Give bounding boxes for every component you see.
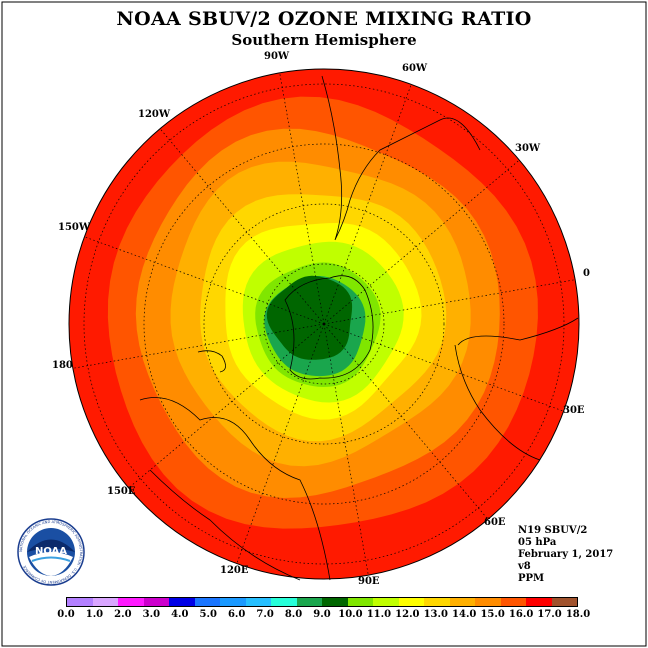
color-scale-tick: 18.0 (565, 609, 591, 620)
color-scale-tick: 12.0 (395, 609, 420, 620)
info-block: N19 SBUV/2 05 hPa February 1, 2017 v8 PP… (518, 525, 613, 585)
color-swatch (347, 598, 373, 606)
color-swatch (245, 598, 271, 606)
color-swatch (169, 598, 195, 606)
color-scale-tick: 10.0 (338, 609, 363, 620)
color-scale-tick: 3.0 (142, 609, 161, 620)
south-america-coastline (321, 75, 481, 241)
meridian-line (279, 72, 325, 325)
lon-label-90w: 90W (264, 51, 290, 62)
lon-label-150e: 150E (107, 486, 136, 497)
color-swatch (424, 598, 450, 606)
color-scale-tick: 0.0 (57, 609, 75, 620)
polar-map (68, 68, 580, 581)
lon-label-60e: 60E (484, 517, 506, 528)
africa-coastline (454, 317, 579, 461)
color-swatch (500, 598, 526, 606)
lon-label-60w: 60W (402, 63, 428, 74)
lon-label-180: 180 (52, 360, 73, 371)
color-swatch (67, 598, 93, 606)
lon-label-30w: 30W (515, 143, 541, 154)
color-scale-tick: 9.0 (313, 609, 331, 620)
color-scale-tick: 8.0 (284, 609, 303, 620)
meridian-line (323, 159, 520, 325)
color-swatch (143, 598, 169, 606)
color-scale-tick: 2.0 (114, 609, 132, 620)
meridian-line (236, 323, 325, 564)
color-scale-labels: 0.0 1.0 2.0 3.0 4.0 5.0 6.0 7.0 8.0 9.0 10.0 11.0 12… (0, 609, 648, 623)
lon-label-0: 0 (583, 268, 590, 279)
color-scale-tick: 14.0 (452, 609, 477, 620)
color-swatch (526, 598, 552, 606)
meridian-line (323, 323, 489, 520)
color-swatch (296, 598, 322, 606)
lon-label-120e: 120E (220, 565, 249, 576)
antarctica-coastline (284, 275, 374, 380)
color-swatch (551, 598, 577, 606)
color-swatch (449, 598, 475, 606)
color-scale-bar (66, 597, 578, 607)
color-scale-tick: 4.0 (171, 609, 189, 620)
australia-coastline (139, 397, 331, 581)
color-scale-tick: 7.0 (256, 609, 274, 620)
color-swatch (194, 598, 220, 606)
color-swatch (220, 598, 246, 606)
lon-label-120w: 120W (138, 109, 171, 120)
color-swatch (271, 598, 297, 606)
color-scale-tick: 1.0 (85, 609, 104, 620)
map-subtitle: Southern Hemisphere (231, 31, 417, 49)
color-scale-tick: 11.0 (366, 609, 392, 620)
color-swatch (398, 598, 424, 606)
latitude-circle (203, 203, 445, 445)
lon-label-90e: 90E (358, 576, 380, 587)
meridian-line (128, 323, 325, 489)
meridian-line (323, 84, 412, 325)
meridian-line (84, 236, 325, 325)
meridian-line (323, 323, 564, 412)
color-swatch (373, 598, 399, 606)
meridian-line (323, 279, 576, 325)
meridian-line (72, 323, 325, 369)
info-date: February 1, 2017 (518, 549, 614, 560)
meridian-line (159, 128, 325, 325)
noaa-logo: NOAA NATIONAL OCEANIC AND ATMOSPHERIC AD… (17, 518, 85, 586)
info-instrument: N19 SBUV/2 (518, 525, 588, 536)
lon-label-30e: 30E (563, 405, 585, 416)
color-swatch (322, 598, 348, 606)
meridian-line (323, 323, 369, 576)
color-swatch (475, 598, 501, 606)
lon-label-150w: 150W (58, 222, 91, 233)
latitude-circle (83, 83, 565, 565)
info-version: v8 (518, 561, 531, 572)
color-scale-tick: 13.0 (423, 609, 448, 620)
map-title: NOAA SBUV/2 OZONE MIXING RATIO (116, 8, 532, 30)
color-scale-tick: 15.0 (480, 609, 505, 620)
latitude-circle (143, 143, 505, 505)
color-scale-tick: 5.0 (199, 609, 217, 620)
logo-text: NOAA (35, 546, 67, 557)
latitude-circle (263, 263, 385, 385)
high-ozone-patch (355, 544, 415, 568)
color-scale-tick: 17.0 (537, 609, 562, 620)
color-scale-tick: 16.0 (508, 609, 534, 620)
color-scale-tick: 6.0 (227, 609, 246, 620)
new-zealand-coastline (197, 350, 226, 373)
info-level: 05 hPa (518, 537, 557, 548)
color-swatch (92, 598, 118, 606)
color-swatch (118, 598, 144, 606)
info-units: PPM (518, 573, 545, 584)
